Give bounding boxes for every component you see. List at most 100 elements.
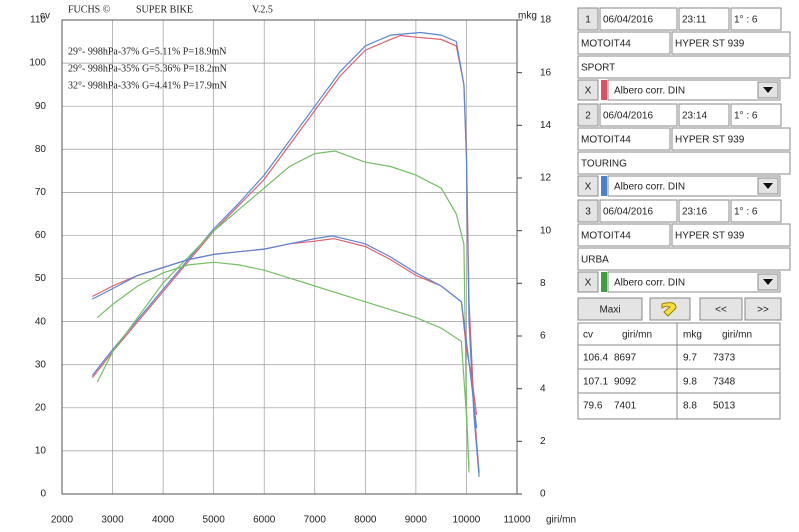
y2-tick-label: 6 xyxy=(540,331,546,342)
run-date-box xyxy=(599,7,678,31)
button-label: Maxi xyxy=(599,305,620,316)
table-header: cv xyxy=(583,330,593,341)
y2-tick-label: 2 xyxy=(540,436,546,447)
chart-title: SUPER BIKE xyxy=(136,4,193,15)
y-tick-label: 20 xyxy=(35,402,47,413)
icon xyxy=(661,302,677,317)
run-number-box xyxy=(577,199,599,223)
close-button[interactable] xyxy=(577,175,599,197)
x-tick-label: 7000 xyxy=(304,515,327,526)
x-tick-label: 3000 xyxy=(101,515,124,526)
bike-model-box xyxy=(671,127,791,151)
run-date: 06/04/2016 xyxy=(603,111,653,122)
close-label: X xyxy=(585,182,592,193)
run-date: 06/04/2016 xyxy=(603,15,653,26)
button[interactable] xyxy=(744,297,782,321)
run-time: 23:14 xyxy=(682,111,707,122)
curve xyxy=(92,235,478,429)
correction-select[interactable] xyxy=(607,175,781,197)
button-label: << xyxy=(715,305,727,316)
bike-id-box xyxy=(577,223,671,247)
run-number: 2 xyxy=(585,111,591,122)
correction-label: Albero corr. DIN xyxy=(614,86,685,97)
x-axis-label: giri/mn xyxy=(546,515,576,526)
table-cell: 8.8 xyxy=(683,401,697,412)
run-ratio-box xyxy=(730,103,782,127)
bike-id: MOTOIT44 xyxy=(581,39,631,50)
correction-select[interactable] xyxy=(607,79,781,101)
y2-tick-label: 16 xyxy=(540,67,552,78)
y-axis-label: cv xyxy=(40,11,50,22)
dropdown-icon xyxy=(763,183,773,189)
button[interactable] xyxy=(577,297,643,321)
curve xyxy=(97,261,470,468)
y-tick-label: 100 xyxy=(29,58,46,69)
y-tick-label: 40 xyxy=(35,316,47,327)
run-number-box xyxy=(577,103,599,127)
run-time-box xyxy=(678,103,730,127)
x-tick-label: 11000 xyxy=(503,515,531,526)
table-cell: 79.6 xyxy=(583,401,603,412)
run-time-box xyxy=(678,7,730,31)
y2-tick-label: 14 xyxy=(540,120,552,131)
y-tick-label: 70 xyxy=(35,187,47,198)
correction-label: Albero corr. DIN xyxy=(614,278,685,289)
run-ratio-box xyxy=(730,7,782,31)
table-frame xyxy=(577,322,781,420)
y2-tick-label: 0 xyxy=(540,489,546,500)
run-ratio-box xyxy=(730,199,782,223)
x-tick-label: 5000 xyxy=(203,515,226,526)
curve xyxy=(96,150,470,473)
table-cell: 8697 xyxy=(614,353,637,364)
button-label: >> xyxy=(757,305,769,316)
run-ratio: 1° : 6 xyxy=(734,15,758,26)
table-header: mkg xyxy=(683,330,702,341)
run-ratio: 1° : 6 xyxy=(734,207,758,218)
run-time-box xyxy=(678,199,730,223)
y2-tick-label: 10 xyxy=(540,225,552,236)
table-cell: 107.1 xyxy=(583,377,608,388)
y-tick-label: 90 xyxy=(35,101,47,112)
bike-model: HYPER ST 939 xyxy=(675,231,745,242)
run-time: 23:11 xyxy=(682,15,707,26)
brand: FUCHS © xyxy=(68,4,111,15)
table-header: giri/mn xyxy=(622,330,652,341)
annotation: 32°- 998hPa-33% G=4.41% P=17.9mN xyxy=(68,80,227,91)
y-tick-label: 30 xyxy=(35,359,47,370)
bike-id-box xyxy=(577,31,671,55)
run-number-box xyxy=(577,7,599,31)
run-color xyxy=(601,176,607,196)
y2-axis-label: mkg xyxy=(518,11,537,22)
run-mode: URBA xyxy=(581,255,609,266)
y-tick-label: 10 xyxy=(35,446,47,457)
bike-model-box xyxy=(671,31,791,55)
close-button[interactable] xyxy=(577,79,599,101)
table-cell: 7348 xyxy=(713,377,736,388)
close-label: X xyxy=(585,86,592,97)
run-color xyxy=(601,80,607,100)
run-mode: SPORT xyxy=(581,63,615,74)
run-color xyxy=(601,272,607,292)
table-cell: 9.7 xyxy=(683,353,697,364)
button[interactable] xyxy=(699,297,743,321)
run-number: 1 xyxy=(585,15,591,26)
x-tick-label: 10000 xyxy=(453,515,481,526)
bike-id: MOTOIT44 xyxy=(581,231,631,242)
run-date-box xyxy=(599,103,678,127)
run-mode-box xyxy=(577,151,791,175)
dropdown-icon xyxy=(763,279,773,285)
annotation: 29°- 998hPa-35% G=5.36% P=18.2mN xyxy=(68,63,227,74)
y2-tick-label: 18 xyxy=(540,15,552,26)
y-tick-label: 50 xyxy=(35,273,47,284)
table-cell: 9092 xyxy=(614,377,637,388)
correction-select[interactable] xyxy=(607,271,781,293)
table-cell: 7373 xyxy=(713,353,736,364)
y2-tick-label: 4 xyxy=(540,383,546,394)
dropdown-icon xyxy=(763,87,773,93)
close-button[interactable] xyxy=(577,271,599,293)
bike-model-box xyxy=(671,223,791,247)
table-cell: 7401 xyxy=(614,401,637,412)
run-ratio: 1° : 6 xyxy=(734,111,758,122)
y-tick-label: 80 xyxy=(35,144,47,155)
